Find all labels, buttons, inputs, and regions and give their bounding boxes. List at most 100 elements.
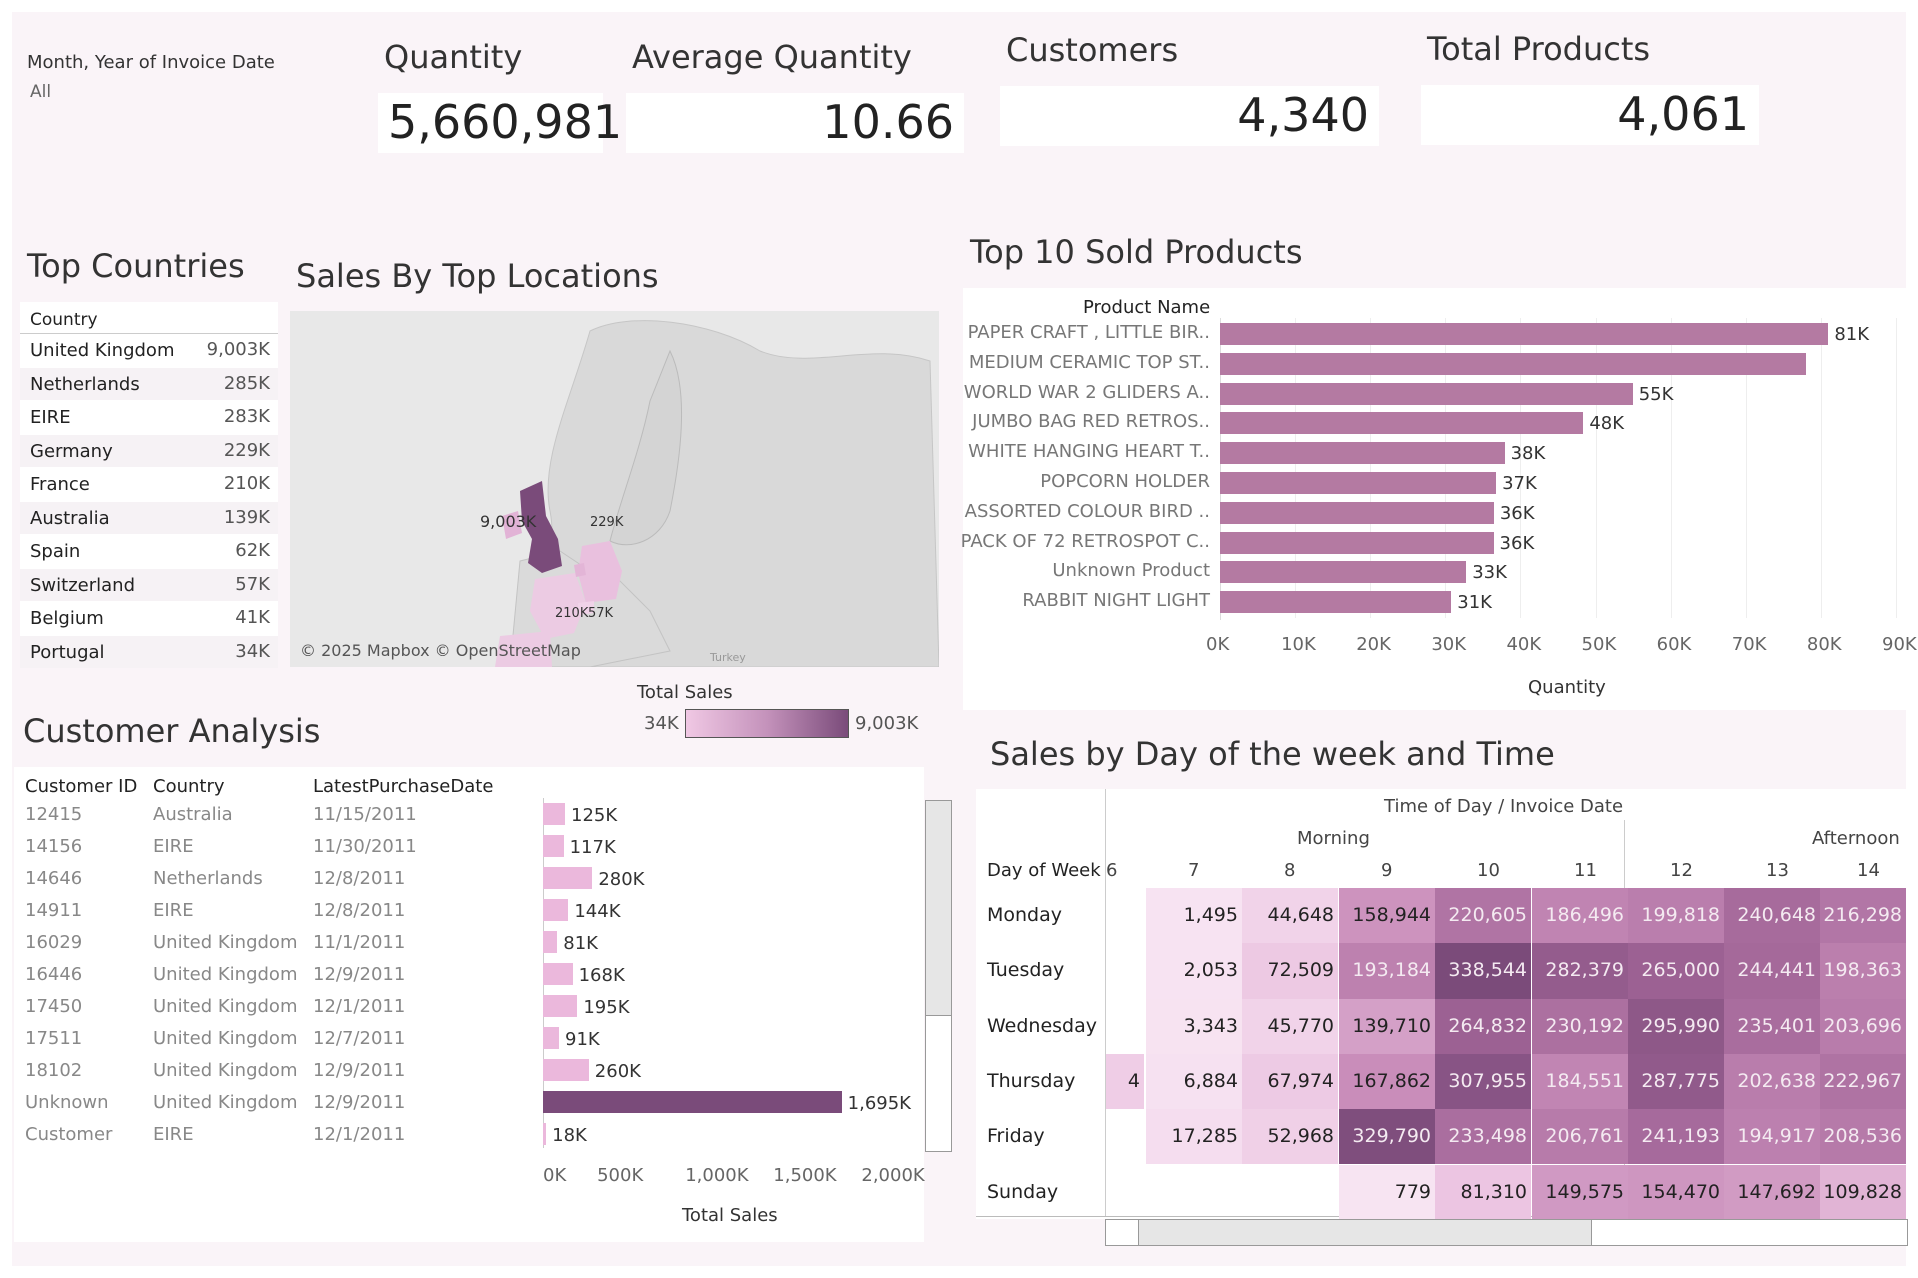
ca-sales-bar[interactable] bbox=[543, 867, 593, 889]
ca-sales-bar[interactable] bbox=[543, 963, 573, 985]
heatmap-cell[interactable]: 154,470 bbox=[1628, 1164, 1724, 1220]
product-bar[interactable] bbox=[1220, 412, 1584, 435]
heatmap-cell[interactable]: 203,696 bbox=[1820, 998, 1906, 1054]
ca-header-date: LatestPurchaseDate bbox=[313, 776, 494, 797]
product-bar[interactable] bbox=[1220, 472, 1497, 494]
country-row[interactable]: Switzerland 57K bbox=[20, 568, 278, 601]
product-bar[interactable] bbox=[1220, 531, 1494, 554]
heatmap-scrollbar-thumb[interactable] bbox=[1138, 1220, 1592, 1245]
heatmap-cell[interactable]: 282,379 bbox=[1532, 943, 1628, 999]
netherlands-region[interactable] bbox=[574, 563, 586, 577]
heatmap-cell[interactable]: 109,828 bbox=[1820, 1164, 1906, 1220]
heatmap-cell[interactable]: 193,184 bbox=[1339, 943, 1435, 999]
heatmap-cell[interactable]: 2,053 bbox=[1146, 943, 1242, 999]
heatmap-cell[interactable]: 52,968 bbox=[1242, 1109, 1338, 1165]
country-row[interactable]: United Kingdom 9,003K bbox=[20, 334, 278, 366]
heatmap-cell[interactable]: 67,974 bbox=[1242, 1053, 1338, 1110]
heatmap-cell[interactable]: 779 bbox=[1339, 1164, 1435, 1220]
heatmap-cell[interactable]: 17,285 bbox=[1146, 1109, 1242, 1165]
country-row[interactable]: Spain 62K bbox=[20, 535, 278, 567]
heatmap-cell[interactable]: 81,310 bbox=[1435, 1164, 1531, 1220]
product-bar[interactable] bbox=[1220, 501, 1494, 524]
product-bar[interactable] bbox=[1220, 442, 1505, 465]
country-row[interactable]: Germany 229K bbox=[20, 434, 278, 467]
heatmap-cell[interactable]: 329,790 bbox=[1339, 1109, 1435, 1165]
heatmap-cell[interactable]: 202,638 bbox=[1724, 1053, 1820, 1110]
heatmap-cell[interactable]: 198,363 bbox=[1820, 943, 1906, 999]
ireland-region[interactable] bbox=[502, 511, 522, 539]
ca-sales-bar[interactable] bbox=[543, 1027, 560, 1049]
ca-sales-bar[interactable] bbox=[543, 931, 558, 953]
heatmap-cell[interactable]: 338,544 bbox=[1435, 943, 1531, 999]
switzerland-region[interactable] bbox=[578, 601, 594, 615]
country-row[interactable]: Australia 139K bbox=[20, 501, 278, 534]
heatmap-cell[interactable]: 184,551 bbox=[1532, 1053, 1628, 1110]
heatmap-cell[interactable]: 45,770 bbox=[1242, 998, 1338, 1054]
country-row[interactable]: Belgium 41K bbox=[20, 602, 278, 634]
country-row[interactable]: Portugal 34K bbox=[20, 635, 278, 668]
heatmap-cell[interactable]: 139,710 bbox=[1339, 998, 1435, 1054]
heatmap-cell[interactable]: 6,884 bbox=[1146, 1053, 1242, 1110]
country-row[interactable]: France 210K bbox=[20, 468, 278, 500]
customer-country: United Kingdom bbox=[153, 932, 298, 953]
heatmap-cell[interactable]: 220,605 bbox=[1435, 888, 1531, 944]
ca-sales-bar[interactable] bbox=[543, 1091, 842, 1113]
map-attribution[interactable]: © 2025 Mapbox © OpenStreetMap bbox=[300, 641, 581, 660]
heatmap-cell[interactable]: 307,955 bbox=[1435, 1053, 1531, 1110]
heatmap-cell[interactable]: 208,536 bbox=[1820, 1109, 1906, 1165]
heatmap-cell[interactable]: 186,496 bbox=[1532, 888, 1628, 944]
heatmap-cell[interactable]: 265,000 bbox=[1628, 943, 1724, 999]
product-bar[interactable] bbox=[1220, 323, 1829, 345]
ca-sales-bar[interactable] bbox=[543, 1059, 589, 1081]
customer-date: 11/15/2011 bbox=[313, 804, 417, 825]
spain-region[interactable] bbox=[495, 631, 552, 667]
france-region[interactable] bbox=[530, 573, 586, 639]
product-bar[interactable] bbox=[1220, 352, 1807, 375]
heatmap-hour-header: 6 bbox=[1106, 860, 1118, 881]
heatmap-cell[interactable]: 230,192 bbox=[1532, 998, 1628, 1054]
ca-scrollbar-thumb[interactable] bbox=[926, 801, 951, 1016]
heatmap-cell[interactable]: 199,818 bbox=[1628, 888, 1724, 944]
map-legend-min: 34K bbox=[644, 713, 679, 734]
product-bar-value: 81K bbox=[1834, 324, 1870, 345]
heatmap-cell[interactable]: 167,862 bbox=[1339, 1053, 1435, 1110]
heatmap-cell[interactable]: 149,575 bbox=[1532, 1164, 1628, 1220]
heatmap-cell[interactable]: 72,509 bbox=[1242, 943, 1338, 999]
map-container[interactable]: 9,003K 229K 210K 57K © 2025 Mapbox © Ope… bbox=[290, 311, 939, 667]
heatmap-cell[interactable]: 287,775 bbox=[1628, 1053, 1724, 1110]
ca-sales-bar[interactable] bbox=[543, 1123, 547, 1145]
heatmap-cell[interactable]: 222,967 bbox=[1820, 1053, 1906, 1110]
heatmap-cell[interactable]: 44,648 bbox=[1242, 888, 1338, 944]
heatmap-cell[interactable]: 1,495 bbox=[1146, 888, 1242, 944]
product-bar[interactable] bbox=[1220, 591, 1452, 614]
heatmap-cell[interactable]: 240,648 bbox=[1724, 888, 1820, 944]
ca-xtick: 1,000K bbox=[685, 1165, 749, 1186]
ca-sales-bar[interactable] bbox=[543, 803, 566, 825]
germany-region[interactable] bbox=[578, 541, 622, 603]
heatmap-cell[interactable]: 206,761 bbox=[1532, 1109, 1628, 1165]
heatmap-cell[interactable]: 194,917 bbox=[1724, 1109, 1820, 1165]
customer-country: United Kingdom bbox=[153, 964, 298, 985]
ca-scrollbar[interactable] bbox=[925, 800, 952, 1152]
heatmap-cell[interactable]: 235,401 bbox=[1724, 998, 1820, 1054]
product-bar[interactable] bbox=[1220, 561, 1467, 584]
product-bar[interactable] bbox=[1220, 382, 1633, 405]
heatmap-cell[interactable]: 295,990 bbox=[1628, 998, 1724, 1054]
ca-sales-bar[interactable] bbox=[543, 995, 578, 1017]
heatmap-cell[interactable]: 147,692 bbox=[1724, 1164, 1820, 1220]
heatmap-cell[interactable]: 241,193 bbox=[1628, 1109, 1724, 1165]
filter-value[interactable]: All bbox=[30, 82, 52, 102]
heatmap-cell[interactable]: 3,343 bbox=[1146, 998, 1242, 1054]
heatmap-cell[interactable]: 4 bbox=[1106, 1053, 1144, 1110]
heatmap-cell[interactable]: 244,441 bbox=[1724, 943, 1820, 999]
uk-region[interactable] bbox=[520, 481, 562, 573]
country-row[interactable]: EIRE 283K bbox=[20, 401, 278, 433]
ca-sales-bar[interactable] bbox=[543, 899, 569, 921]
heatmap-cell[interactable]: 264,832 bbox=[1435, 998, 1531, 1054]
country-row[interactable]: Netherlands 285K bbox=[20, 367, 278, 400]
ca-sales-bar[interactable] bbox=[543, 835, 564, 857]
heatmap-cell[interactable]: 216,298 bbox=[1820, 888, 1906, 944]
heatmap-scrollbar[interactable] bbox=[1105, 1219, 1908, 1246]
heatmap-cell[interactable]: 158,944 bbox=[1339, 888, 1435, 944]
heatmap-cell[interactable]: 233,498 bbox=[1435, 1109, 1531, 1165]
